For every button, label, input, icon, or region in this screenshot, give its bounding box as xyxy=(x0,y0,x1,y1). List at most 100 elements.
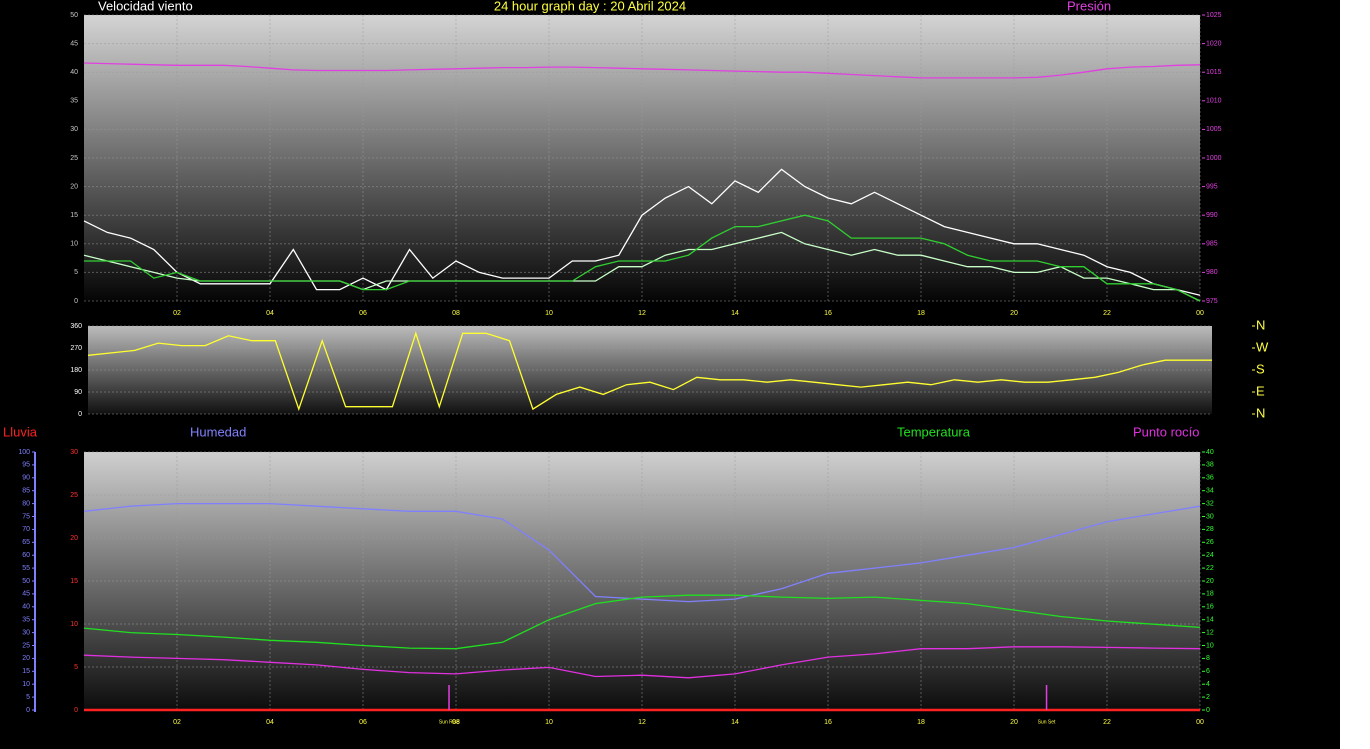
y2-tick-label: 1010 xyxy=(1206,98,1222,105)
x-tick-label: 14 xyxy=(731,310,739,317)
y3-tick-label: 45 xyxy=(22,591,30,598)
y-tick-label: 360 xyxy=(70,323,82,330)
y2-tick-label: 38 xyxy=(1206,462,1214,469)
y3-tick-label: 40 xyxy=(22,604,30,611)
y3-tick-label: 10 xyxy=(22,681,30,688)
x-tick-label: 12 xyxy=(638,719,646,726)
chart-title: 24 hour graph day : 20 Abril 2024 xyxy=(494,0,686,13)
y-tick-label: 30 xyxy=(70,126,78,133)
x-tick-label: 06 xyxy=(359,310,367,317)
y-tick-label: 15 xyxy=(70,578,78,585)
x-tick-label: 04 xyxy=(266,719,274,726)
y-tick-label: 90 xyxy=(74,389,82,396)
series-line xyxy=(83,594,1201,650)
series-label: Humedad xyxy=(190,424,246,439)
y-tick-label: 0 xyxy=(74,298,78,305)
y2-tick-label: 985 xyxy=(1206,241,1218,248)
y2-tick-label: 8 xyxy=(1206,655,1210,662)
y2-tick-label: 980 xyxy=(1206,269,1218,276)
y-tick-label: 30 xyxy=(70,449,78,456)
x-tick-label: 06 xyxy=(359,719,367,726)
y2-tick-label: 995 xyxy=(1206,183,1218,190)
y-tick-label: 50 xyxy=(70,12,78,19)
y-tick-label: 20 xyxy=(70,183,78,190)
y2-tick-label: W xyxy=(1256,339,1269,354)
x-tick-label: 04 xyxy=(266,310,274,317)
y2-tick-label: 1005 xyxy=(1206,126,1222,133)
y-axis-label: Velocidad viento xyxy=(98,0,193,13)
x-tick-label: 20 xyxy=(1010,310,1018,317)
y2-tick-label: 1000 xyxy=(1206,155,1222,162)
y2-tick-label: 2 xyxy=(1206,694,1210,701)
y3-tick-label: 70 xyxy=(22,526,30,533)
y2-tick-label: 0 xyxy=(1206,707,1210,714)
y-tick-label: 40 xyxy=(70,69,78,76)
x-tick-label: 00 xyxy=(1196,719,1204,726)
y3-tick-label: 15 xyxy=(22,668,30,675)
y2-tick-label: S xyxy=(1256,361,1265,376)
y-tick-label: 20 xyxy=(70,535,78,542)
y3-tick-label: 90 xyxy=(22,475,30,482)
y2-tick-label: 1020 xyxy=(1206,40,1222,47)
y2-tick-label: 26 xyxy=(1206,539,1214,546)
x-tick-label: 16 xyxy=(824,719,832,726)
y2-tick-label: 1015 xyxy=(1206,69,1222,76)
y-tick-label: 25 xyxy=(70,492,78,499)
x-tick-label: 08 xyxy=(452,719,460,726)
y2-tick-label: 36 xyxy=(1206,475,1214,482)
x-tick-label: 00 xyxy=(1196,310,1204,317)
x-tick-label: 22 xyxy=(1103,310,1111,317)
y3-tick-label: 0 xyxy=(26,707,30,714)
y3-tick-label: 65 xyxy=(22,539,30,546)
y-tick-label: 0 xyxy=(74,707,78,714)
y-tick-label: 35 xyxy=(70,98,78,105)
y3-tick-label: 85 xyxy=(22,488,30,495)
annotation-label: Sun Rise xyxy=(439,719,460,725)
y2-tick-label: 32 xyxy=(1206,500,1214,507)
y-tick-label: 0 xyxy=(78,411,82,418)
y3-tick-label: 25 xyxy=(22,642,30,649)
x-tick-label: 20 xyxy=(1010,719,1018,726)
y3-tick-label: 95 xyxy=(22,462,30,469)
y-tick-label: 5 xyxy=(74,269,78,276)
y2-tick-label: 24 xyxy=(1206,552,1214,559)
y3-tick-label: 60 xyxy=(22,552,30,559)
annotation-label: Sun Set xyxy=(1038,719,1056,725)
series-label: Punto rocío xyxy=(1133,424,1200,439)
y-tick-label: 10 xyxy=(70,241,78,248)
series-label: Lluvia xyxy=(3,424,38,439)
y2-tick-label: 975 xyxy=(1206,298,1218,305)
y-tick-label: 180 xyxy=(70,367,82,374)
y2-tick-label: 990 xyxy=(1206,212,1218,219)
x-tick-label: 10 xyxy=(545,310,553,317)
series-line xyxy=(83,168,1201,296)
y2-tick-label: 12 xyxy=(1206,629,1214,636)
y2-tick-label: 30 xyxy=(1206,513,1214,520)
series-line xyxy=(83,62,1201,79)
y-tick-label: 10 xyxy=(70,621,78,628)
y-tick-label: 270 xyxy=(70,345,82,352)
y2-tick-label: 4 xyxy=(1206,681,1210,688)
y-tick-label: 45 xyxy=(70,40,78,47)
y2-tick-label: 18 xyxy=(1206,591,1214,598)
y2-tick-label: E xyxy=(1256,383,1265,398)
y2-tick-label: 40 xyxy=(1206,449,1214,456)
y3-tick-label: 5 xyxy=(26,694,30,701)
y2-tick-label: N xyxy=(1256,405,1265,420)
series-label: Presión xyxy=(1067,0,1111,13)
series-line xyxy=(87,331,1212,412)
y3-tick-label: 50 xyxy=(22,578,30,585)
y2-tick-label: 28 xyxy=(1206,526,1214,533)
series-line xyxy=(83,646,1201,679)
y3-tick-label: 30 xyxy=(22,629,30,636)
y2-tick-label: 6 xyxy=(1206,668,1210,675)
y-tick-label: 15 xyxy=(70,212,78,219)
y3-tick-label: 100 xyxy=(18,449,30,456)
x-tick-label: 14 xyxy=(731,719,739,726)
x-tick-label: 02 xyxy=(173,310,181,317)
x-tick-label: 02 xyxy=(173,719,181,726)
y3-tick-label: 20 xyxy=(22,655,30,662)
y2-tick-label: 20 xyxy=(1206,578,1214,585)
series-line xyxy=(84,214,1201,302)
